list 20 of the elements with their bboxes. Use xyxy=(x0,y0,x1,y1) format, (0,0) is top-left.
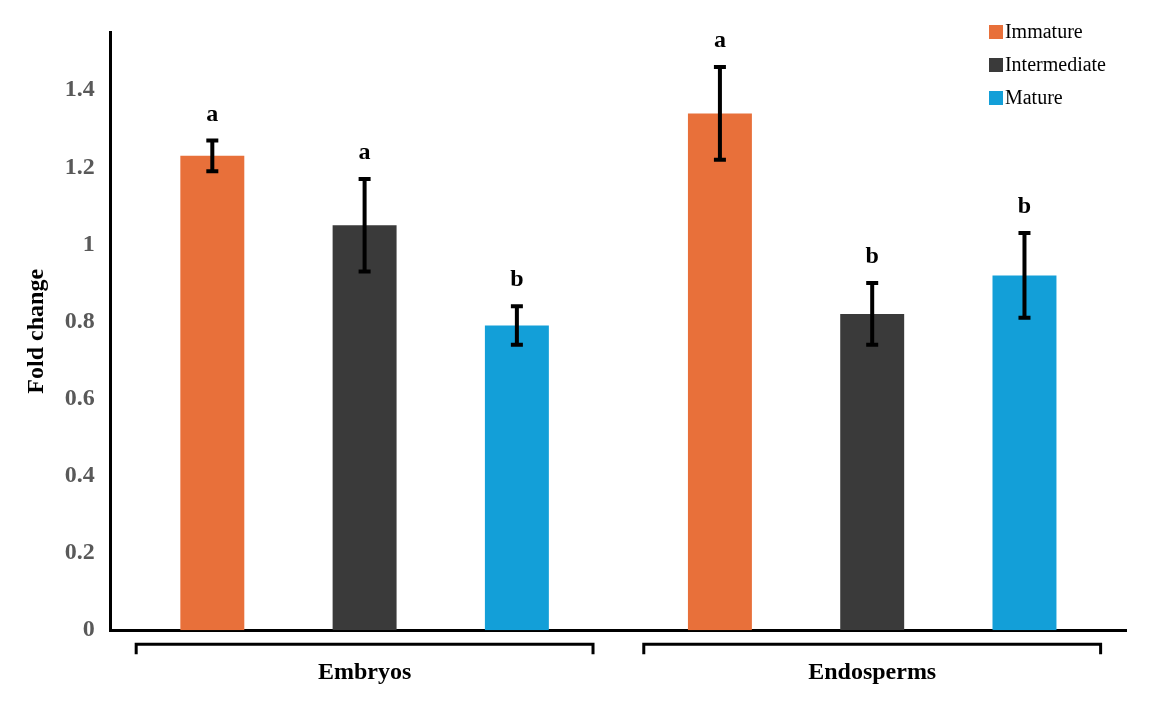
annotation: a xyxy=(358,138,371,165)
legend-label: Mature xyxy=(1004,86,1063,109)
annotation: a xyxy=(713,26,726,53)
y-tick-label: 0.4 xyxy=(64,461,95,488)
annotation: b xyxy=(865,242,879,269)
x-tick-label: Endosperms xyxy=(808,657,937,684)
annotation: a xyxy=(206,99,219,126)
x-tick-label: Embryos xyxy=(317,657,412,684)
annotation: b xyxy=(510,265,524,292)
legend-label: Intermediate xyxy=(1004,53,1106,76)
y-axis-title: Fold change xyxy=(21,268,48,394)
y-tick-label: 0.6 xyxy=(64,384,95,410)
legend-label: Immature xyxy=(1004,20,1083,43)
y-tick-label: 0.2 xyxy=(64,538,95,565)
y-tick-label: 0 xyxy=(82,615,95,642)
annotation: b xyxy=(1017,192,1032,219)
y-tick-label: 0.8 xyxy=(64,306,95,333)
y-tick-label: 1.4 xyxy=(64,75,95,102)
y-tick-label: 1.2 xyxy=(64,152,95,179)
y-tick-label: 1 xyxy=(82,229,95,256)
